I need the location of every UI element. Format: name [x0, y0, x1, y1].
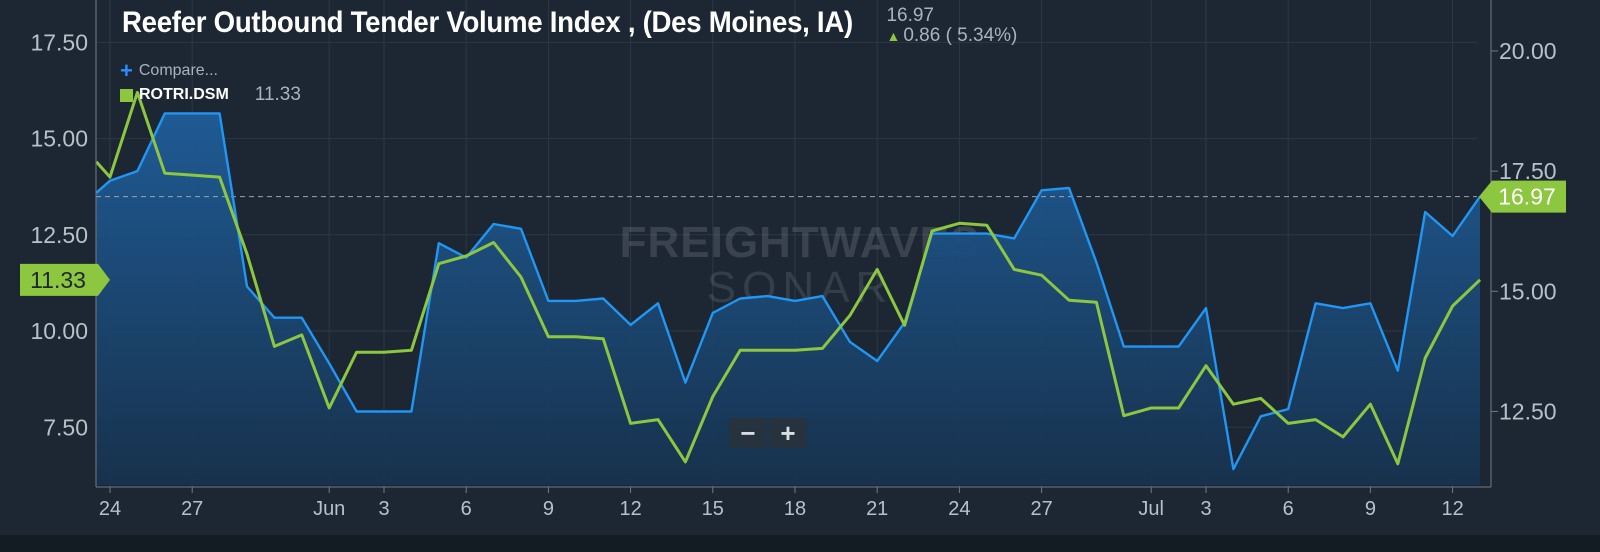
- chart-title: Reefer Outbound Tender Volume Index , (D…: [122, 6, 853, 39]
- zoom-controls: − +: [729, 418, 809, 448]
- left-tick-label: 17.50: [30, 29, 88, 55]
- compare-label: Compare...: [138, 62, 218, 79]
- right-last-value-tag: [1479, 180, 1566, 213]
- x-tick-label: 12: [619, 498, 641, 520]
- x-tick-label: 6: [1283, 498, 1294, 520]
- series-name: ROTRI.DSM: [139, 86, 229, 103]
- plus-icon: +: [120, 58, 133, 83]
- x-tick-label: 21: [866, 498, 888, 520]
- x-tick-label: 18: [784, 498, 806, 520]
- x-tick-label: 27: [181, 498, 203, 520]
- right-last-value-text: 16.97: [1498, 184, 1556, 210]
- last-value-labels: 11.33 16.97: [20, 180, 1566, 296]
- x-tick-label: 9: [543, 498, 554, 520]
- zoom-out-button[interactable]: −: [729, 418, 767, 448]
- legend: + Compare... ROTRI.DSM 11.33: [120, 58, 301, 106]
- x-tick-label: 27: [1030, 498, 1052, 520]
- x-tick-label: 3: [378, 498, 389, 520]
- axes: 7.50 10.00 12.50 15.00 17.50 12.50 15.00 17.50 2…: [30, 0, 1557, 520]
- x-tick-label: 12: [1441, 498, 1463, 520]
- change-value: 0.86 ( 5.34%): [903, 25, 1018, 46]
- series-swatch: [120, 88, 133, 102]
- right-tick-label: 12.50: [1499, 398, 1557, 424]
- series-group: [95, 90, 1482, 486]
- right-tick-label: 20.00: [1499, 38, 1557, 64]
- blue-series-line: [95, 112, 1481, 471]
- left-tick-label: 7.50: [43, 414, 88, 440]
- x-tick-label: Jul: [1138, 498, 1164, 520]
- left-tick-label: 15.00: [30, 126, 88, 152]
- chart-header: Reefer Outbound Tender Volume Index , (D…: [122, 6, 1017, 47]
- x-tick-label: 15: [702, 498, 724, 520]
- zoom-in-button[interactable]: +: [769, 418, 807, 448]
- green-series-line: [95, 90, 1482, 466]
- left-last-value-text: 11.33: [30, 267, 86, 293]
- x-tick-label: Jun: [313, 498, 345, 520]
- series-value: 11.33: [254, 84, 301, 105]
- bottom-bar: [0, 535, 1600, 552]
- x-tick-label: 24: [948, 498, 970, 520]
- blue-series-area: [96, 113, 1480, 486]
- left-last-value-tag: [20, 263, 110, 296]
- up-arrow-icon: ▲: [886, 28, 901, 44]
- right-tick-label: 15.00: [1499, 278, 1557, 304]
- left-tick-label: 10.00: [30, 318, 88, 344]
- left-tick-label: 12.50: [30, 222, 88, 248]
- quote-box: 16.97 ▲ 0.86 ( 5.34%): [886, 6, 1017, 47]
- x-tick-label: 6: [461, 498, 472, 520]
- x-tick-label: 9: [1365, 498, 1376, 520]
- compare-button[interactable]: + Compare...: [120, 58, 301, 83]
- watermark-line1: FREIGHTWAVES: [620, 218, 981, 267]
- x-tick-label: 3: [1200, 498, 1211, 520]
- x-tick-label: 24: [99, 498, 121, 520]
- legend-series[interactable]: ROTRI.DSM 11.33: [120, 84, 301, 106]
- last-value: 16.97: [886, 5, 934, 26]
- right-tick-label: 17.50: [1499, 158, 1557, 184]
